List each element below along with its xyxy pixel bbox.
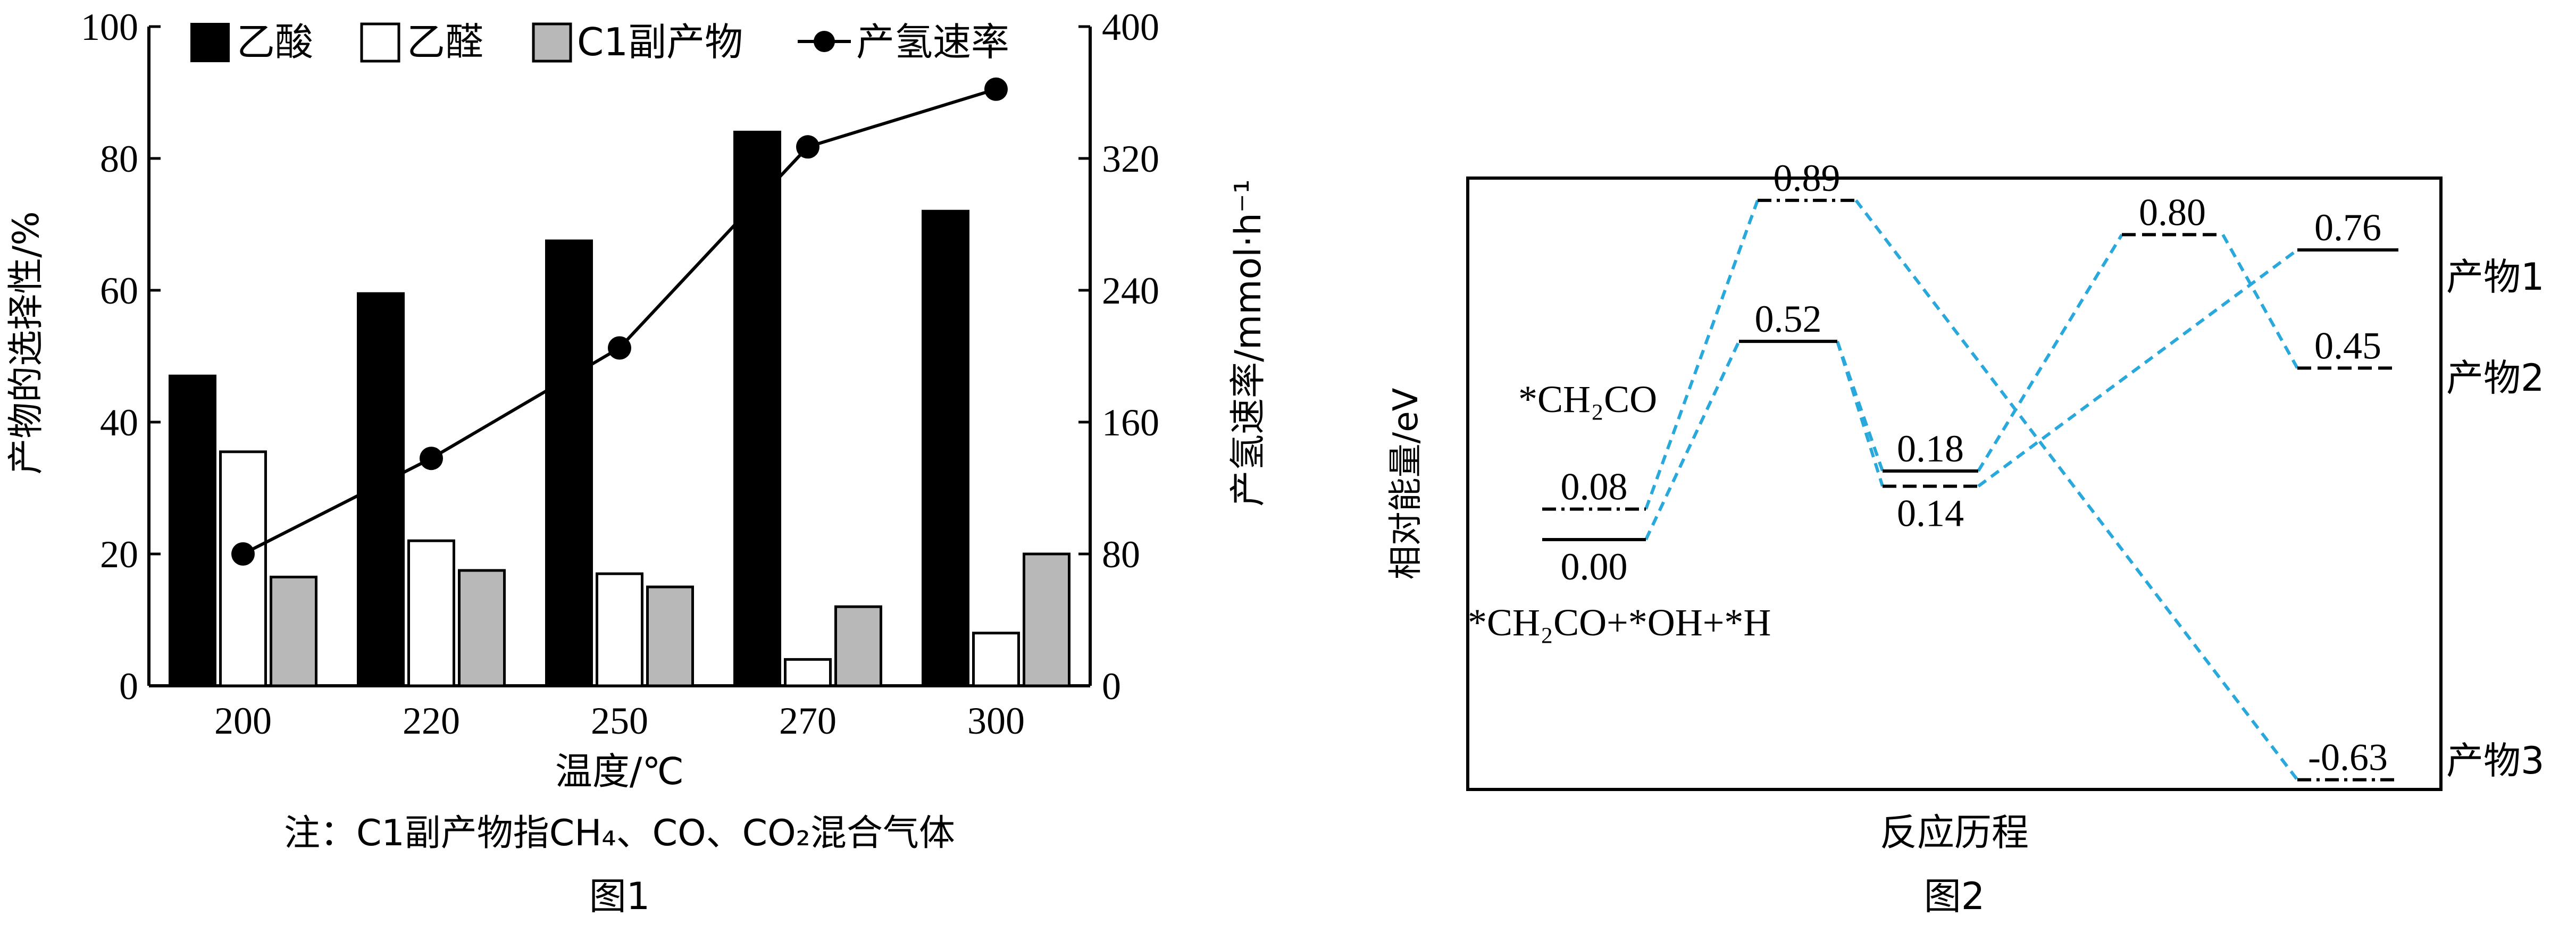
species-ch2co: *CH₂CO	[1518, 378, 1657, 421]
legend-swatch-acetaldehyde	[360, 22, 400, 63]
connector-int-b-to-p1	[1977, 248, 2298, 488]
chart1-note: 注：C1副产物指CH₄、CO、CO₂混合气体	[284, 812, 955, 854]
chart1-xtick-label: 300	[967, 700, 1025, 742]
chart2-xlabel: 反应历程	[1880, 811, 2029, 854]
bar-c1-byproduct	[834, 605, 882, 687]
connector-start-a-to-ts1-b	[1644, 340, 1741, 541]
chart2-frame	[1466, 176, 2443, 791]
chart1-y2tick-label: 160	[1102, 401, 1159, 444]
product-3-label: 产物3	[2446, 739, 2545, 783]
legend-label-c1-byproduct: C1副产物	[577, 20, 743, 64]
energy-label-ts1-b: 0.52	[1755, 298, 1822, 340]
chart1-xtick-label: 200	[214, 700, 272, 742]
chart-2: 0.00 0.08 0.89 0.52 0.18 0.14 0.80 0.76 0.45 -0.6…	[1386, 157, 2545, 918]
chart2-level-labels: 0.00 0.08 0.89 0.52 0.18 0.14 0.80 0.76 0.45 -0.6…	[1561, 157, 2388, 779]
h2-rate-point	[984, 77, 1008, 101]
energy-label-int-b: 0.14	[1897, 492, 1964, 535]
chart1-y2label: 产氢速率/mmol·h⁻¹	[1227, 179, 1269, 507]
bar-acetic-acid	[169, 374, 216, 687]
chart1-xtick-label: 270	[779, 700, 837, 742]
chart-1: 0 20 40 60 80 100 0 80 160 240 320 400 200 220 250 270 3…	[5, 6, 1269, 918]
bar-acetaldehyde	[407, 539, 455, 687]
chart1-y2tick-label: 0	[1102, 665, 1121, 708]
bar-acetaldehyde	[596, 572, 643, 687]
chart1-ylabel: 产物的选择性/%	[5, 211, 47, 475]
energy-label-start-a: 0.00	[1561, 545, 1628, 588]
connector-int-a-to-ts2	[1977, 233, 2123, 472]
bar-acetic-acid	[922, 209, 969, 687]
legend-marker-h2-rate	[814, 31, 835, 52]
species-ch2co-oh-h: *CH₂CO+*OH+*H	[1468, 601, 1771, 644]
legend-swatch-c1-byproduct	[532, 22, 572, 63]
energy-label-p3: -0.63	[2308, 736, 2388, 779]
chart2-connectors	[1644, 199, 2299, 781]
connector-ts1-b-to-int-b	[1836, 341, 1884, 487]
bar-acetic-acid	[733, 130, 781, 687]
bar-acetaldehyde	[972, 632, 1020, 687]
legend-label-acetic-acid: 乙酸	[237, 20, 313, 64]
chart1-xtick-label: 250	[591, 700, 648, 742]
chart2-ylabel: 相对能量/eV	[1386, 388, 1426, 579]
chart1-xtick-label: 220	[403, 700, 460, 742]
chart2-caption: 图2	[1924, 875, 1985, 918]
h2-rate-point	[231, 542, 255, 566]
chart1-tick-labels: 0 20 40 60 80 100 0 80 160 240 320 400 200 220 250 270 3…	[81, 6, 1159, 742]
product-2-label: 产物2	[2446, 356, 2545, 400]
h2-rate-point	[608, 336, 631, 360]
connector-ts2-to-p2	[2221, 233, 2299, 369]
chart1-ytick-label: 100	[81, 6, 138, 48]
chart1-ytick-label: 0	[119, 665, 138, 708]
chart1-line-series	[231, 77, 1008, 566]
chart1-ytick-label: 60	[100, 270, 138, 312]
legend-label-acetaldehyde: 乙醛	[407, 20, 483, 64]
bar-c1-byproduct	[646, 585, 694, 687]
bar-c1-byproduct	[458, 569, 506, 687]
chart1-xlabel: 温度/℃	[555, 750, 684, 793]
bar-c1-byproduct	[1023, 552, 1070, 687]
chart1-legend: 乙酸 乙醛 C1副产物 产氢速率	[190, 20, 1009, 64]
chart1-caption: 图1	[589, 875, 650, 918]
h2-rate-point	[796, 135, 819, 159]
energy-label-p2: 0.45	[2314, 324, 2381, 367]
bar-acetic-acid	[545, 239, 593, 687]
h2-rate-line	[242, 87, 997, 556]
chart1-ytick-label: 20	[100, 533, 138, 576]
chart1-y2tick-label: 400	[1102, 6, 1159, 48]
bar-c1-byproduct	[270, 575, 317, 687]
legend-swatch-acetic-acid	[190, 23, 230, 62]
energy-label-ts2: 0.80	[2139, 191, 2206, 233]
bar-acetic-acid	[357, 292, 405, 687]
h2-rate-point	[420, 447, 443, 470]
product-1-label: 产物1	[2446, 255, 2545, 299]
bar-acetaldehyde	[784, 658, 832, 687]
chart2-energy-levels	[1542, 198, 2398, 781]
legend-label-h2-rate: 产氢速率	[856, 20, 1009, 64]
connector-ts1-a-to-p3	[1854, 199, 2299, 781]
connector-start-b-to-ts1-a	[1644, 199, 1759, 510]
chart1-ytick-label: 80	[100, 138, 138, 180]
chart1-y2tick-label: 320	[1102, 138, 1159, 180]
chart1-y2tick-label: 80	[1102, 533, 1140, 576]
energy-label-start-b: 0.08	[1561, 466, 1628, 508]
energy-label-int-a: 0.18	[1897, 427, 1964, 470]
chart1-bars	[169, 130, 1070, 687]
bar-acetaldehyde	[219, 450, 267, 687]
energy-label-ts1-a: 0.89	[1774, 157, 1841, 199]
chart1-ytick-label: 40	[100, 401, 138, 444]
chart1-y2tick-label: 240	[1102, 270, 1159, 312]
energy-label-p1: 0.76	[2314, 206, 2381, 249]
